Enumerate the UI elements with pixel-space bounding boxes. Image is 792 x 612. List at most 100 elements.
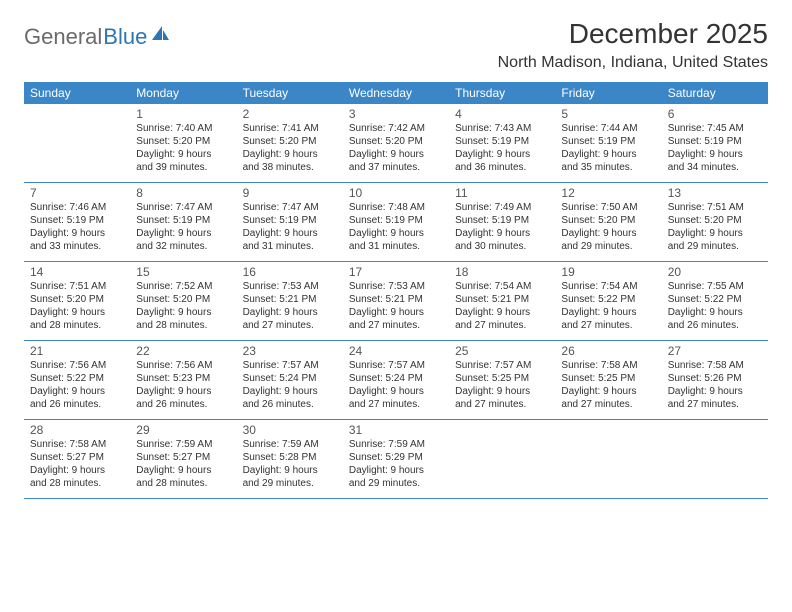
day-cell: 5Sunrise: 7:44 AMSunset: 5:19 PMDaylight… (555, 104, 661, 182)
day-cell: 6Sunrise: 7:45 AMSunset: 5:19 PMDaylight… (662, 104, 768, 182)
daylight-line1: Daylight: 9 hours (243, 148, 337, 161)
daylight-line2: and 35 minutes. (561, 161, 655, 174)
daylight-line1: Daylight: 9 hours (243, 464, 337, 477)
daylight-line1: Daylight: 9 hours (243, 227, 337, 240)
daylight-line1: Daylight: 9 hours (136, 464, 230, 477)
day-cell: 29Sunrise: 7:59 AMSunset: 5:27 PMDayligh… (130, 420, 236, 498)
sunset-text: Sunset: 5:27 PM (136, 451, 230, 464)
sunset-text: Sunset: 5:20 PM (30, 293, 124, 306)
sunrise-text: Sunrise: 7:51 AM (30, 280, 124, 293)
day-cell: 4Sunrise: 7:43 AMSunset: 5:19 PMDaylight… (449, 104, 555, 182)
sunrise-text: Sunrise: 7:54 AM (561, 280, 655, 293)
sunrise-text: Sunrise: 7:42 AM (349, 122, 443, 135)
day-number: 24 (349, 344, 443, 358)
day-cell: 10Sunrise: 7:48 AMSunset: 5:19 PMDayligh… (343, 183, 449, 261)
sunrise-text: Sunrise: 7:41 AM (243, 122, 337, 135)
daylight-line1: Daylight: 9 hours (136, 148, 230, 161)
sunrise-text: Sunrise: 7:56 AM (30, 359, 124, 372)
day-cell (555, 420, 661, 498)
daylight-line2: and 36 minutes. (455, 161, 549, 174)
sunrise-text: Sunrise: 7:58 AM (561, 359, 655, 372)
daylight-line2: and 26 minutes. (30, 398, 124, 411)
daylight-line1: Daylight: 9 hours (561, 227, 655, 240)
day-number: 17 (349, 265, 443, 279)
day-cell: 25Sunrise: 7:57 AMSunset: 5:25 PMDayligh… (449, 341, 555, 419)
day-number: 8 (136, 186, 230, 200)
daylight-line2: and 27 minutes. (561, 398, 655, 411)
sunset-text: Sunset: 5:22 PM (668, 293, 762, 306)
day-number: 12 (561, 186, 655, 200)
weekday-header: Monday (130, 82, 236, 104)
daylight-line1: Daylight: 9 hours (455, 227, 549, 240)
daylight-line1: Daylight: 9 hours (668, 306, 762, 319)
sunrise-text: Sunrise: 7:50 AM (561, 201, 655, 214)
daylight-line2: and 30 minutes. (455, 240, 549, 253)
day-cell: 2Sunrise: 7:41 AMSunset: 5:20 PMDaylight… (237, 104, 343, 182)
day-cell: 1Sunrise: 7:40 AMSunset: 5:20 PMDaylight… (130, 104, 236, 182)
daylight-line1: Daylight: 9 hours (243, 306, 337, 319)
daylight-line2: and 29 minutes. (668, 240, 762, 253)
sunset-text: Sunset: 5:21 PM (455, 293, 549, 306)
sunset-text: Sunset: 5:21 PM (243, 293, 337, 306)
header: General Blue December 2025 North Madison… (24, 18, 768, 72)
week-row: 28Sunrise: 7:58 AMSunset: 5:27 PMDayligh… (24, 420, 768, 499)
daylight-line2: and 27 minutes. (349, 398, 443, 411)
day-number: 21 (30, 344, 124, 358)
daylight-line2: and 29 minutes. (349, 477, 443, 490)
sunset-text: Sunset: 5:21 PM (349, 293, 443, 306)
daylight-line2: and 27 minutes. (455, 398, 549, 411)
calendar: Sunday Monday Tuesday Wednesday Thursday… (24, 82, 768, 499)
sunset-text: Sunset: 5:19 PM (455, 135, 549, 148)
sunrise-text: Sunrise: 7:46 AM (30, 201, 124, 214)
day-number: 23 (243, 344, 337, 358)
day-number: 3 (349, 107, 443, 121)
day-number: 1 (136, 107, 230, 121)
day-cell: 15Sunrise: 7:52 AMSunset: 5:20 PMDayligh… (130, 262, 236, 340)
sunset-text: Sunset: 5:19 PM (30, 214, 124, 227)
sunset-text: Sunset: 5:24 PM (243, 372, 337, 385)
day-number: 30 (243, 423, 337, 437)
day-cell: 27Sunrise: 7:58 AMSunset: 5:26 PMDayligh… (662, 341, 768, 419)
sunset-text: Sunset: 5:25 PM (561, 372, 655, 385)
sunrise-text: Sunrise: 7:56 AM (136, 359, 230, 372)
sunset-text: Sunset: 5:19 PM (668, 135, 762, 148)
daylight-line2: and 33 minutes. (30, 240, 124, 253)
day-cell: 24Sunrise: 7:57 AMSunset: 5:24 PMDayligh… (343, 341, 449, 419)
daylight-line2: and 31 minutes. (349, 240, 443, 253)
daylight-line2: and 27 minutes. (455, 319, 549, 332)
sunrise-text: Sunrise: 7:57 AM (243, 359, 337, 372)
day-number: 9 (243, 186, 337, 200)
daylight-line2: and 28 minutes. (30, 319, 124, 332)
day-cell: 14Sunrise: 7:51 AMSunset: 5:20 PMDayligh… (24, 262, 130, 340)
day-number: 6 (668, 107, 762, 121)
sunset-text: Sunset: 5:28 PM (243, 451, 337, 464)
day-number: 29 (136, 423, 230, 437)
logo-text-blue: Blue (103, 24, 147, 50)
day-cell: 22Sunrise: 7:56 AMSunset: 5:23 PMDayligh… (130, 341, 236, 419)
day-cell: 8Sunrise: 7:47 AMSunset: 5:19 PMDaylight… (130, 183, 236, 261)
day-number: 31 (349, 423, 443, 437)
day-cell (449, 420, 555, 498)
day-cell: 9Sunrise: 7:47 AMSunset: 5:19 PMDaylight… (237, 183, 343, 261)
daylight-line1: Daylight: 9 hours (30, 306, 124, 319)
weekday-header: Tuesday (237, 82, 343, 104)
daylight-line1: Daylight: 9 hours (455, 148, 549, 161)
daylight-line2: and 29 minutes. (561, 240, 655, 253)
day-number: 5 (561, 107, 655, 121)
weekday-header: Sunday (24, 82, 130, 104)
day-cell: 13Sunrise: 7:51 AMSunset: 5:20 PMDayligh… (662, 183, 768, 261)
day-number: 20 (668, 265, 762, 279)
day-cell: 19Sunrise: 7:54 AMSunset: 5:22 PMDayligh… (555, 262, 661, 340)
daylight-line2: and 28 minutes. (136, 319, 230, 332)
day-number: 11 (455, 186, 549, 200)
daylight-line1: Daylight: 9 hours (136, 306, 230, 319)
weeks-container: 1Sunrise: 7:40 AMSunset: 5:20 PMDaylight… (24, 104, 768, 499)
day-cell: 7Sunrise: 7:46 AMSunset: 5:19 PMDaylight… (24, 183, 130, 261)
sunset-text: Sunset: 5:22 PM (30, 372, 124, 385)
daylight-line1: Daylight: 9 hours (561, 385, 655, 398)
sunset-text: Sunset: 5:19 PM (349, 214, 443, 227)
sunrise-text: Sunrise: 7:59 AM (136, 438, 230, 451)
day-number: 16 (243, 265, 337, 279)
sunrise-text: Sunrise: 7:58 AM (668, 359, 762, 372)
day-number: 19 (561, 265, 655, 279)
